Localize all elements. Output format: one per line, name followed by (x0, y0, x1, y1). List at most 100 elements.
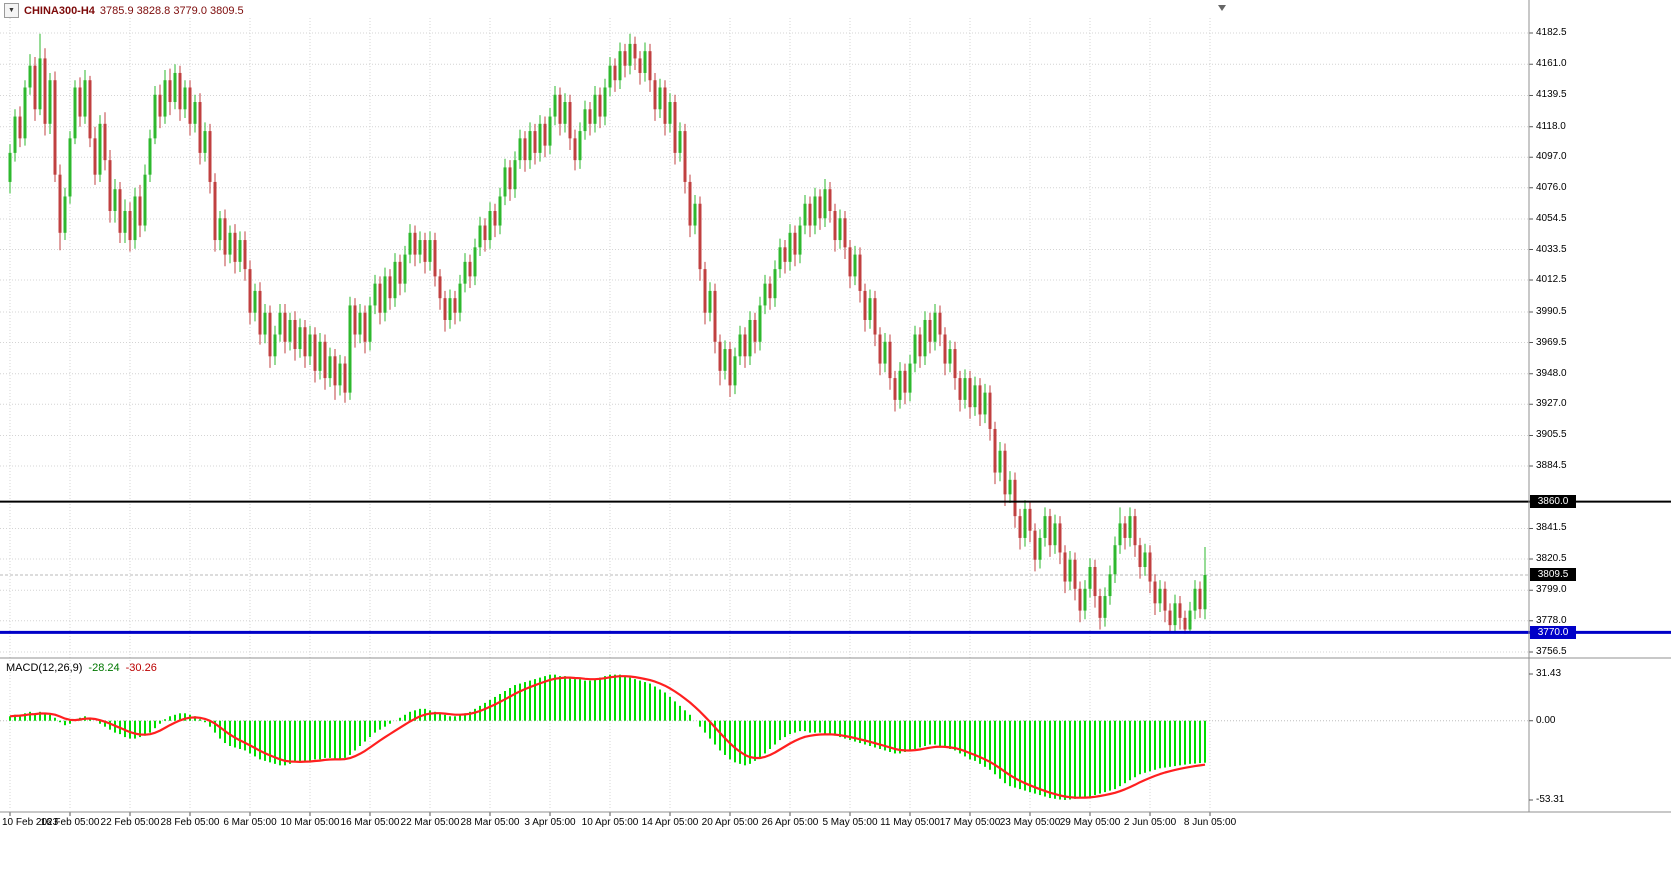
candle-body (233, 232, 237, 262)
candle-body (668, 102, 672, 124)
candle-body (1068, 559, 1072, 582)
candle-body (758, 305, 762, 342)
candle-body (163, 80, 167, 117)
candle-body (783, 247, 787, 262)
chart-symbol-title: CHINA300-H4 (24, 4, 95, 17)
candle-body (1008, 479, 1012, 495)
candle-body (203, 131, 207, 153)
candle-body (683, 131, 687, 182)
candle-body (1198, 588, 1202, 610)
candle-body (678, 131, 682, 153)
candle-body (563, 102, 567, 124)
candle-body (543, 123, 547, 146)
candle-body (933, 312, 937, 342)
candle-body (1148, 552, 1152, 582)
candle-body (973, 385, 977, 408)
candle-body (168, 80, 172, 103)
candle-body (943, 334, 947, 364)
candle-body (773, 269, 777, 299)
candle-body (278, 312, 282, 335)
candle-body (948, 349, 952, 364)
price-badge: 3809.5 (1530, 568, 1576, 582)
candle-body (528, 131, 532, 161)
candle-body (608, 65, 612, 88)
candle-body (793, 232, 797, 255)
candle-body (293, 319, 297, 350)
candle-body (593, 94, 597, 124)
candle-body (38, 58, 42, 110)
candle-body (193, 102, 197, 124)
candle-body (33, 65, 37, 110)
candle-body (848, 247, 852, 277)
candle-body (998, 450, 1002, 473)
candle-body (1073, 559, 1077, 589)
candle-body (63, 196, 67, 233)
candle-body (883, 341, 887, 364)
candle-body (138, 196, 142, 226)
candle-body (838, 218, 842, 241)
candle-body (953, 349, 957, 379)
candle-body (1013, 479, 1017, 517)
candle-body (228, 232, 232, 255)
candle-body (368, 305, 372, 342)
candle-body (418, 240, 422, 255)
candle-body (603, 87, 607, 117)
candle-body (348, 305, 352, 393)
candle-body (438, 276, 442, 299)
candle-body (978, 385, 982, 415)
candle-body (503, 167, 507, 197)
candle-body (1168, 610, 1172, 626)
candle-body (248, 269, 252, 313)
candle-body (708, 290, 712, 313)
candle-body (133, 196, 137, 241)
candle-body (1183, 617, 1187, 630)
candle-body (268, 312, 272, 357)
candle-body (1028, 508, 1032, 531)
candle-body (18, 116, 22, 139)
candle-body (988, 392, 992, 429)
symbol-dropdown-button[interactable]: ▼ (4, 3, 19, 18)
candle-body (673, 102, 677, 153)
candle-body (648, 51, 652, 81)
candle-body (983, 392, 987, 415)
candle-body (1058, 523, 1062, 553)
candle-body (13, 116, 17, 153)
candle-body (498, 196, 502, 226)
candle-body (638, 58, 642, 73)
candle-body (688, 181, 692, 226)
macd-label-text: MACD(12,26,9) (6, 662, 83, 674)
candle-body (763, 283, 767, 306)
candle-body (283, 312, 287, 342)
candle-body (1078, 588, 1082, 611)
candle-body (703, 269, 707, 313)
candle-body (458, 283, 462, 313)
candle-body (738, 334, 742, 357)
candle-body (553, 94, 557, 117)
candle-body (343, 363, 347, 393)
candle-body (863, 290, 867, 320)
candle-body (1193, 588, 1197, 611)
candle-body (443, 298, 447, 320)
candle-body (1063, 552, 1067, 582)
candle-body (968, 378, 972, 408)
candle-body (1133, 516, 1137, 546)
candle-body (698, 203, 702, 270)
candle-body (663, 87, 667, 124)
candle-body (483, 225, 487, 241)
candle-body (908, 363, 912, 393)
candle-body (338, 363, 342, 386)
candle-body (158, 94, 162, 117)
candle-body (568, 102, 572, 139)
candle-body (1143, 552, 1147, 567)
candle-body (1188, 610, 1192, 630)
candle-body (1158, 588, 1162, 604)
candle-body (1088, 566, 1092, 589)
candle-body (98, 123, 102, 175)
candle-body (818, 196, 822, 219)
candle-body (243, 240, 247, 270)
candle-body (453, 298, 457, 313)
candle-body (258, 290, 262, 335)
candle-body (508, 167, 512, 190)
